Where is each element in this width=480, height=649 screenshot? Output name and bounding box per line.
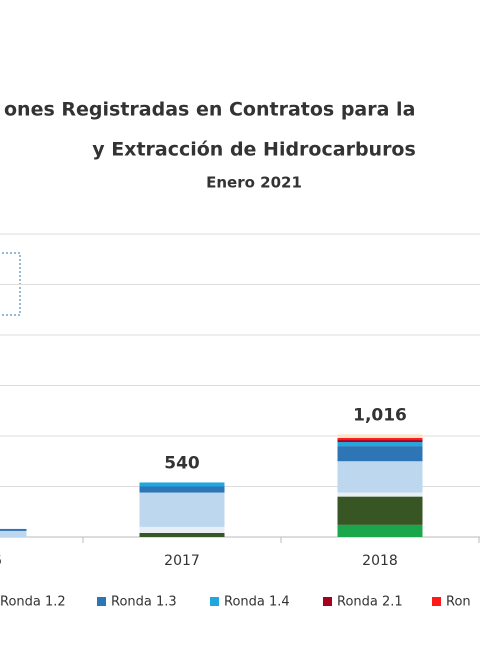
legend-label: Ron	[446, 595, 471, 610]
bar-segment	[337, 434, 423, 439]
bar-segment	[139, 486, 225, 493]
legend-swatch	[97, 597, 106, 606]
bar-segment	[337, 492, 423, 497]
chart-title: ones Registradas en Contratos para la	[4, 99, 415, 121]
bar-segment	[337, 442, 423, 447]
bar-segment	[139, 532, 225, 537]
bar-segment	[0, 530, 27, 537]
chart-subtitle: Enero 2021	[206, 174, 302, 192]
legend-swatch	[432, 597, 441, 606]
bar-segment	[337, 461, 423, 493]
total-label: 540	[164, 453, 200, 473]
bar-segment	[337, 524, 423, 537]
bar-segment	[139, 482, 225, 487]
bar-segment	[337, 440, 423, 443]
bar-segment	[337, 446, 423, 462]
bar-segment	[0, 528, 27, 531]
x-tick-label: 2016	[0, 553, 2, 569]
legend-label: Ronda 1.4	[224, 595, 290, 610]
legend-label: Ronda 1.3	[111, 595, 177, 610]
legend-label: Ronda 2.1	[337, 595, 403, 610]
total-label: 1,016	[353, 405, 407, 425]
legend-swatch	[323, 597, 332, 606]
bar-segment	[337, 438, 423, 441]
legend-swatch	[210, 597, 219, 606]
bar-segment	[337, 496, 423, 525]
x-tick-label: 2018	[362, 553, 398, 569]
bar-segment	[139, 526, 225, 533]
x-tick-label: 2017	[164, 553, 200, 569]
bar-segment	[139, 492, 225, 527]
chart-title: y Extracción de Hidrocarburos	[92, 139, 416, 161]
legend-label: Ronda 1.2	[0, 595, 66, 610]
